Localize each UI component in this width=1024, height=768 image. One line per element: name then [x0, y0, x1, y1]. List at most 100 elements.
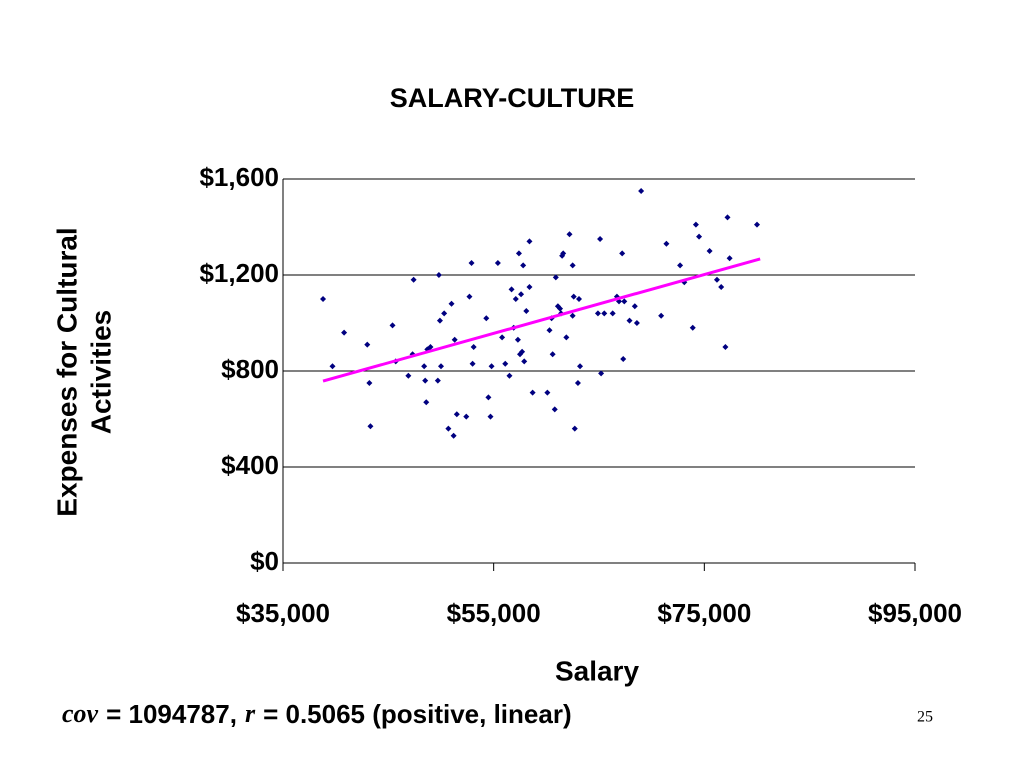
point — [658, 312, 665, 319]
point — [341, 329, 348, 336]
point — [575, 296, 582, 302]
point — [364, 341, 371, 348]
point — [696, 233, 703, 240]
point — [518, 291, 525, 298]
formula-part: r — [245, 699, 256, 728]
point — [320, 296, 327, 302]
point — [692, 221, 699, 228]
page-number: 25 — [917, 709, 933, 726]
point — [422, 377, 429, 384]
y-axis-label-line: Activities — [85, 310, 116, 435]
point — [726, 255, 733, 262]
point — [546, 327, 553, 334]
x-tick-label: $95,000 — [868, 598, 962, 628]
point — [722, 344, 729, 350]
point — [597, 236, 604, 242]
y-tick-label: $800 — [221, 354, 279, 384]
point — [329, 363, 336, 370]
x-axis-label: Salary — [555, 655, 639, 686]
point — [405, 372, 412, 379]
point — [663, 240, 670, 247]
point — [620, 356, 627, 362]
point — [633, 320, 640, 326]
point — [494, 260, 501, 266]
point — [367, 423, 374, 430]
point — [552, 274, 559, 281]
point — [526, 238, 533, 245]
point — [706, 248, 713, 254]
x-tick-label: $55,000 — [447, 598, 541, 628]
point — [423, 399, 430, 406]
point — [441, 310, 448, 317]
point — [469, 360, 476, 367]
x-tick-label: $35,000 — [236, 598, 330, 628]
point — [421, 363, 428, 370]
point — [436, 317, 443, 324]
point — [626, 317, 633, 324]
point — [520, 262, 527, 269]
point — [621, 298, 628, 305]
point — [574, 380, 581, 386]
point — [598, 370, 605, 377]
point — [512, 296, 519, 302]
point — [638, 188, 645, 194]
point — [453, 411, 460, 418]
formula: cov = 1094787, r = 0.5065 (positive, linear… — [62, 699, 572, 729]
y-tick-label: $400 — [221, 450, 279, 480]
point — [438, 363, 444, 370]
point — [448, 300, 455, 307]
point — [523, 308, 530, 314]
point — [529, 389, 536, 396]
point — [544, 389, 551, 396]
point — [427, 344, 434, 350]
point — [570, 293, 577, 300]
point — [514, 336, 521, 343]
point — [754, 221, 760, 228]
point — [485, 394, 492, 401]
chart-title: SALARY-CULTURE — [390, 83, 635, 113]
point — [677, 262, 684, 269]
point — [601, 310, 608, 317]
point — [389, 322, 396, 329]
formula-part: = 0.5065 (positive, linear) — [263, 699, 572, 729]
point — [519, 348, 526, 355]
y-tick-label: $1,600 — [199, 162, 279, 192]
point — [563, 334, 570, 341]
point — [566, 231, 573, 238]
point — [526, 284, 533, 290]
formula-part: cov — [62, 699, 99, 728]
point — [718, 284, 725, 290]
point — [609, 310, 616, 317]
point — [487, 413, 494, 420]
point — [463, 413, 470, 420]
point — [560, 250, 567, 257]
x-tick-label: $75,000 — [657, 598, 751, 628]
point — [410, 276, 417, 283]
point — [577, 363, 584, 370]
point — [724, 214, 731, 221]
y-axis-label-line: Expenses for Cultural — [51, 227, 82, 516]
point — [451, 336, 458, 343]
point — [470, 344, 477, 350]
point — [521, 358, 528, 365]
point — [506, 372, 513, 379]
point — [502, 360, 509, 367]
point — [549, 351, 556, 358]
point — [366, 380, 373, 386]
point — [499, 334, 506, 341]
point — [594, 310, 601, 317]
point — [619, 250, 626, 257]
point — [571, 425, 578, 432]
point — [488, 363, 495, 370]
point — [435, 272, 442, 278]
y-tick-label: $0 — [250, 546, 279, 576]
point — [557, 305, 564, 312]
point — [631, 303, 638, 310]
point — [569, 262, 576, 269]
point — [689, 324, 696, 331]
point — [551, 406, 558, 413]
point — [515, 250, 522, 257]
point — [483, 315, 490, 322]
point — [445, 425, 452, 432]
